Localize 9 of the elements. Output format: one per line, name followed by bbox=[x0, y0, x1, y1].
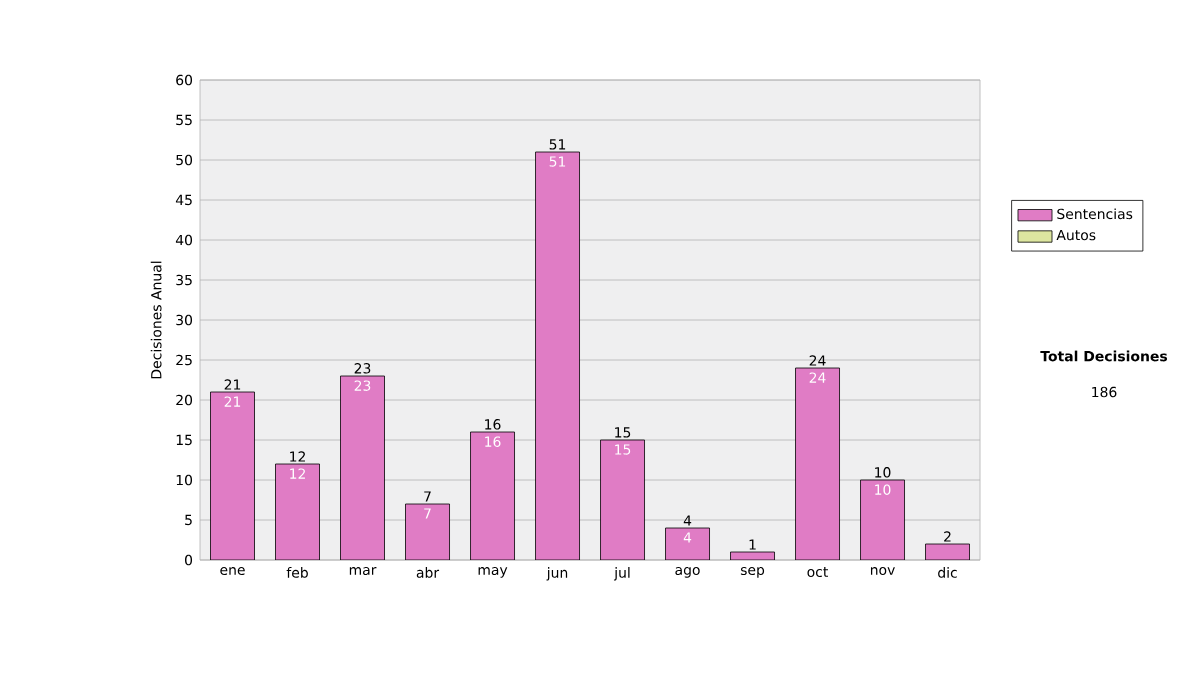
bar bbox=[275, 464, 320, 560]
bar bbox=[600, 440, 645, 560]
bar bbox=[860, 480, 905, 560]
bar bbox=[535, 152, 580, 560]
bar bbox=[405, 504, 450, 560]
bar bbox=[795, 368, 840, 560]
bar bbox=[340, 376, 385, 560]
bar bbox=[470, 432, 515, 560]
bar bbox=[210, 392, 255, 560]
